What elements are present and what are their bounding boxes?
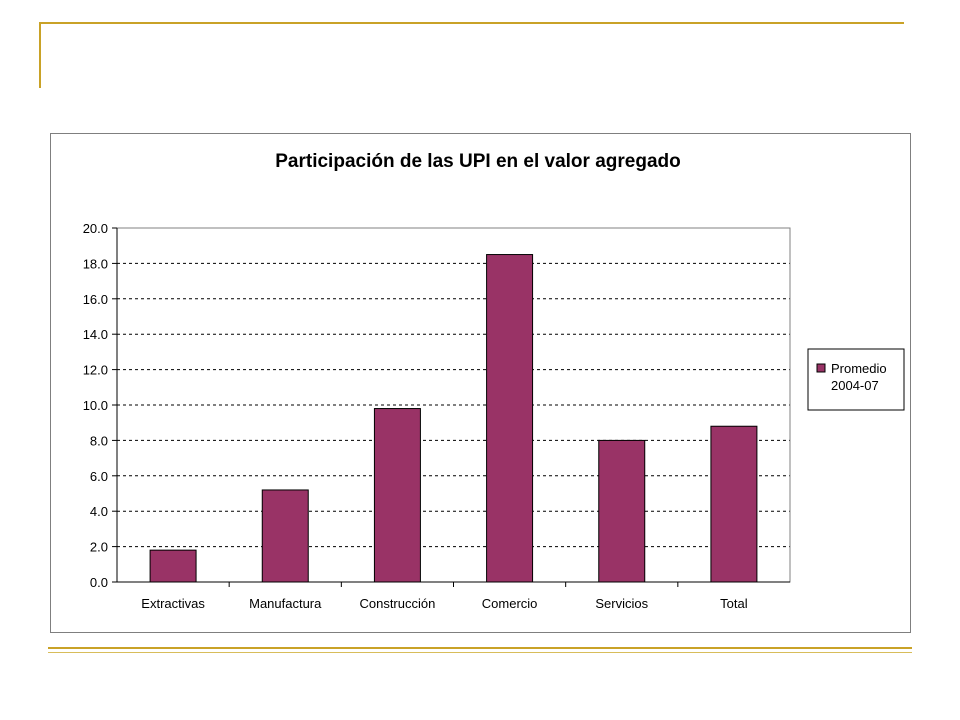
x-tick-label: Servicios: [595, 596, 648, 611]
left-accent-line: [39, 22, 41, 88]
y-tick-label: 18.0: [83, 256, 108, 271]
x-tick-label: Construcción: [359, 596, 435, 611]
x-tick-label: Comercio: [482, 596, 538, 611]
top-accent-line: [40, 22, 904, 24]
legend-box: [807, 348, 905, 411]
legend: Promedio 2004-07: [807, 348, 905, 411]
bar: [598, 439, 646, 583]
y-tick-label: 14.0: [83, 327, 108, 342]
y-tick-label: 8.0: [90, 433, 108, 448]
y-tick-label: 6.0: [90, 469, 108, 484]
legend-swatch: [816, 363, 826, 373]
bar: [710, 425, 758, 583]
legend-label: Promedio: [831, 361, 887, 376]
y-tick-label: 2.0: [90, 540, 108, 555]
y-tick-label: 20.0: [83, 221, 108, 236]
bar: [486, 254, 534, 583]
y-tick-label: 4.0: [90, 504, 108, 519]
legend-label-line2: 2004-07: [831, 378, 879, 393]
chart-title: Participación de las UPI en el valor agr…: [275, 151, 680, 172]
y-tick-label: 0.0: [90, 575, 108, 590]
y-tick-label: 16.0: [83, 292, 108, 307]
bar-chart: Participación de las UPI en el valor agr…: [83, 151, 905, 611]
x-tick-label: Extractivas: [141, 596, 205, 611]
y-tick-label: 12.0: [83, 363, 108, 378]
bars: [149, 254, 758, 583]
bottom-accent-line-thin: [48, 652, 912, 653]
bar: [373, 408, 421, 583]
grid-lines: [116, 227, 791, 583]
chart-frame: Participación de las UPI en el valor agr…: [50, 133, 911, 633]
bar: [149, 549, 197, 583]
x-tick-label: Total: [720, 596, 748, 611]
y-tick-label: 10.0: [83, 398, 108, 413]
x-tick-labels: Extractivas Manufactura Construcción Comerc…: [116, 228, 790, 611]
x-tick-label: Manufactura: [249, 596, 322, 611]
bar: [261, 489, 309, 583]
y-tick-labels: 0.0 2.0 4.0 6.0 8.0 10.0 12.0 14.0 16.0 18.0 20.0: [83, 221, 117, 590]
bottom-accent-line: [48, 647, 912, 649]
